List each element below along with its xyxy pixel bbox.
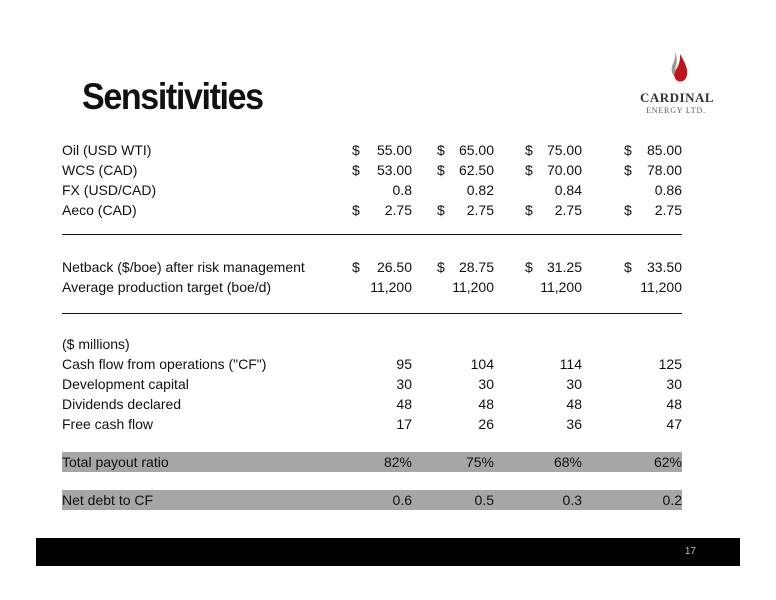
currency-symbol: $ — [624, 259, 632, 275]
cell-value: 30 — [566, 376, 582, 392]
row-label: Free cash flow — [62, 416, 154, 432]
table-row: Oil (USD WTI) $55.00 $65.00 $75.00 $85.00 — [62, 140, 682, 160]
row-label: Development capital — [62, 376, 189, 392]
table-row: Cash flow from operations ("CF") 95 104 114… — [62, 354, 682, 374]
cell-value: 68% — [553, 454, 582, 470]
millions-label: ($ millions) — [62, 336, 130, 352]
cell-value: 11,200 — [640, 279, 682, 295]
currency-symbol: $ — [437, 259, 445, 275]
cell-value: 30 — [478, 376, 494, 392]
cell-value: 75.00 — [546, 142, 582, 158]
currency-symbol: $ — [352, 259, 360, 275]
divider — [62, 313, 682, 314]
cell-value: 0.84 — [554, 182, 582, 198]
cell-value: 0.3 — [562, 492, 582, 508]
row-label: Aeco (CAD) — [62, 202, 137, 218]
cell-value: 31.25 — [546, 259, 582, 275]
table-row: Average production target (boe/d) 11,200 1… — [62, 277, 682, 297]
table-row: Development capital 30 30 30 30 — [62, 374, 682, 394]
footer-bar: 17 — [36, 538, 740, 566]
row-label: Oil (USD WTI) — [62, 142, 152, 158]
cell-value: 26.50 — [376, 259, 412, 275]
cell-value: 82% — [383, 454, 412, 470]
cell-value: 48 — [396, 396, 412, 412]
row-label: Dividends declared — [62, 396, 182, 412]
cell-value: 125 — [658, 356, 682, 372]
cell-value: 2.75 — [384, 202, 412, 218]
row-label: Net debt to CF — [62, 492, 154, 508]
cell-value: 48 — [478, 396, 494, 412]
cell-value: 75% — [465, 454, 494, 470]
logo-name: CARDINAL — [640, 90, 715, 105]
divider — [62, 234, 682, 235]
cell-value: 2.75 — [466, 202, 494, 218]
row-label: WCS (CAD) — [62, 162, 138, 178]
cell-value: 11,200 — [540, 279, 582, 295]
currency-symbol: $ — [525, 259, 533, 275]
cell-value: 17 — [396, 416, 412, 432]
cell-value: 48 — [566, 396, 582, 412]
table-row: Free cash flow 17 26 36 47 — [62, 414, 682, 434]
cell-value: 104 — [470, 356, 494, 372]
cell-value: 62% — [653, 454, 682, 470]
cell-value: 28.75 — [458, 259, 494, 275]
currency-symbol: $ — [437, 162, 445, 178]
cell-value: 26 — [478, 416, 494, 432]
table-row: Aeco (CAD) $2.75 $2.75 $2.75 $2.75 — [62, 200, 682, 220]
cell-value: 114 — [559, 356, 582, 372]
cell-value: 33.50 — [646, 259, 682, 275]
row-label: Average production target (boe/d) — [62, 279, 272, 295]
table-row: WCS (CAD) $53.00 $62.50 $70.00 $78.00 — [62, 160, 682, 180]
cell-value: 47 — [666, 416, 682, 432]
currency-symbol: $ — [525, 162, 533, 178]
flame-drop-icon — [671, 50, 688, 82]
cell-value: 85.00 — [646, 142, 682, 158]
cell-value: 30 — [396, 376, 412, 392]
table-row: ($ millions) — [62, 334, 682, 354]
currency-symbol: $ — [624, 142, 632, 158]
cell-value: 0.86 — [654, 182, 682, 198]
cell-value: 2.75 — [554, 202, 582, 218]
logo-subtitle: ENERGY LTD. — [646, 106, 706, 115]
cell-value: 11,200 — [452, 279, 494, 295]
currency-symbol: $ — [525, 202, 533, 218]
table-row: FX (USD/CAD) 0.8 0.82 0.84 0.86 — [62, 180, 682, 200]
table-row: Net debt to CF 0.6 0.5 0.3 0.2 — [62, 490, 682, 510]
cell-value: 0.8 — [392, 182, 412, 198]
cell-value: 65.00 — [458, 142, 494, 158]
currency-symbol: $ — [352, 162, 360, 178]
cardinal-logo: CARDINAL ENERGY LTD. — [640, 48, 715, 124]
currency-symbol: $ — [352, 202, 360, 218]
currency-symbol: $ — [624, 202, 632, 218]
cell-value: 30 — [666, 376, 682, 392]
currency-symbol: $ — [525, 142, 533, 158]
cell-value: 11,200 — [370, 279, 412, 295]
cell-value: 0.6 — [392, 492, 412, 508]
cell-value: 2.75 — [654, 202, 682, 218]
table-row: Total payout ratio 82% 75% 68% 62% — [62, 452, 682, 472]
cell-value: 70.00 — [546, 162, 582, 178]
cell-value: 48 — [666, 396, 682, 412]
row-label: FX (USD/CAD) — [62, 182, 157, 198]
cell-value: 62.50 — [458, 162, 494, 178]
cell-value: 55.00 — [376, 142, 412, 158]
currency-symbol: $ — [352, 142, 360, 158]
row-label: Total payout ratio — [62, 454, 169, 470]
row-label: Cash flow from operations ("CF") — [62, 356, 267, 372]
row-label: Netback ($/boe) after risk management — [62, 259, 305, 275]
currency-symbol: $ — [437, 202, 445, 218]
page-number: 17 — [684, 546, 696, 557]
cell-value: 36 — [566, 416, 582, 432]
currency-symbol: $ — [624, 162, 632, 178]
currency-symbol: $ — [437, 142, 445, 158]
cell-value: 78.00 — [646, 162, 682, 178]
cell-value: 95 — [396, 356, 412, 372]
cell-value: 0.5 — [474, 492, 494, 508]
table-row: Dividends declared 48 48 48 48 — [62, 394, 682, 414]
table-row: Netback ($/boe) after risk management $26… — [62, 257, 682, 277]
cell-value: 53.00 — [376, 162, 412, 178]
cell-value: 0.82 — [466, 182, 494, 198]
cell-value: 0.2 — [662, 492, 682, 508]
page-title: Sensitivities — [82, 76, 264, 117]
